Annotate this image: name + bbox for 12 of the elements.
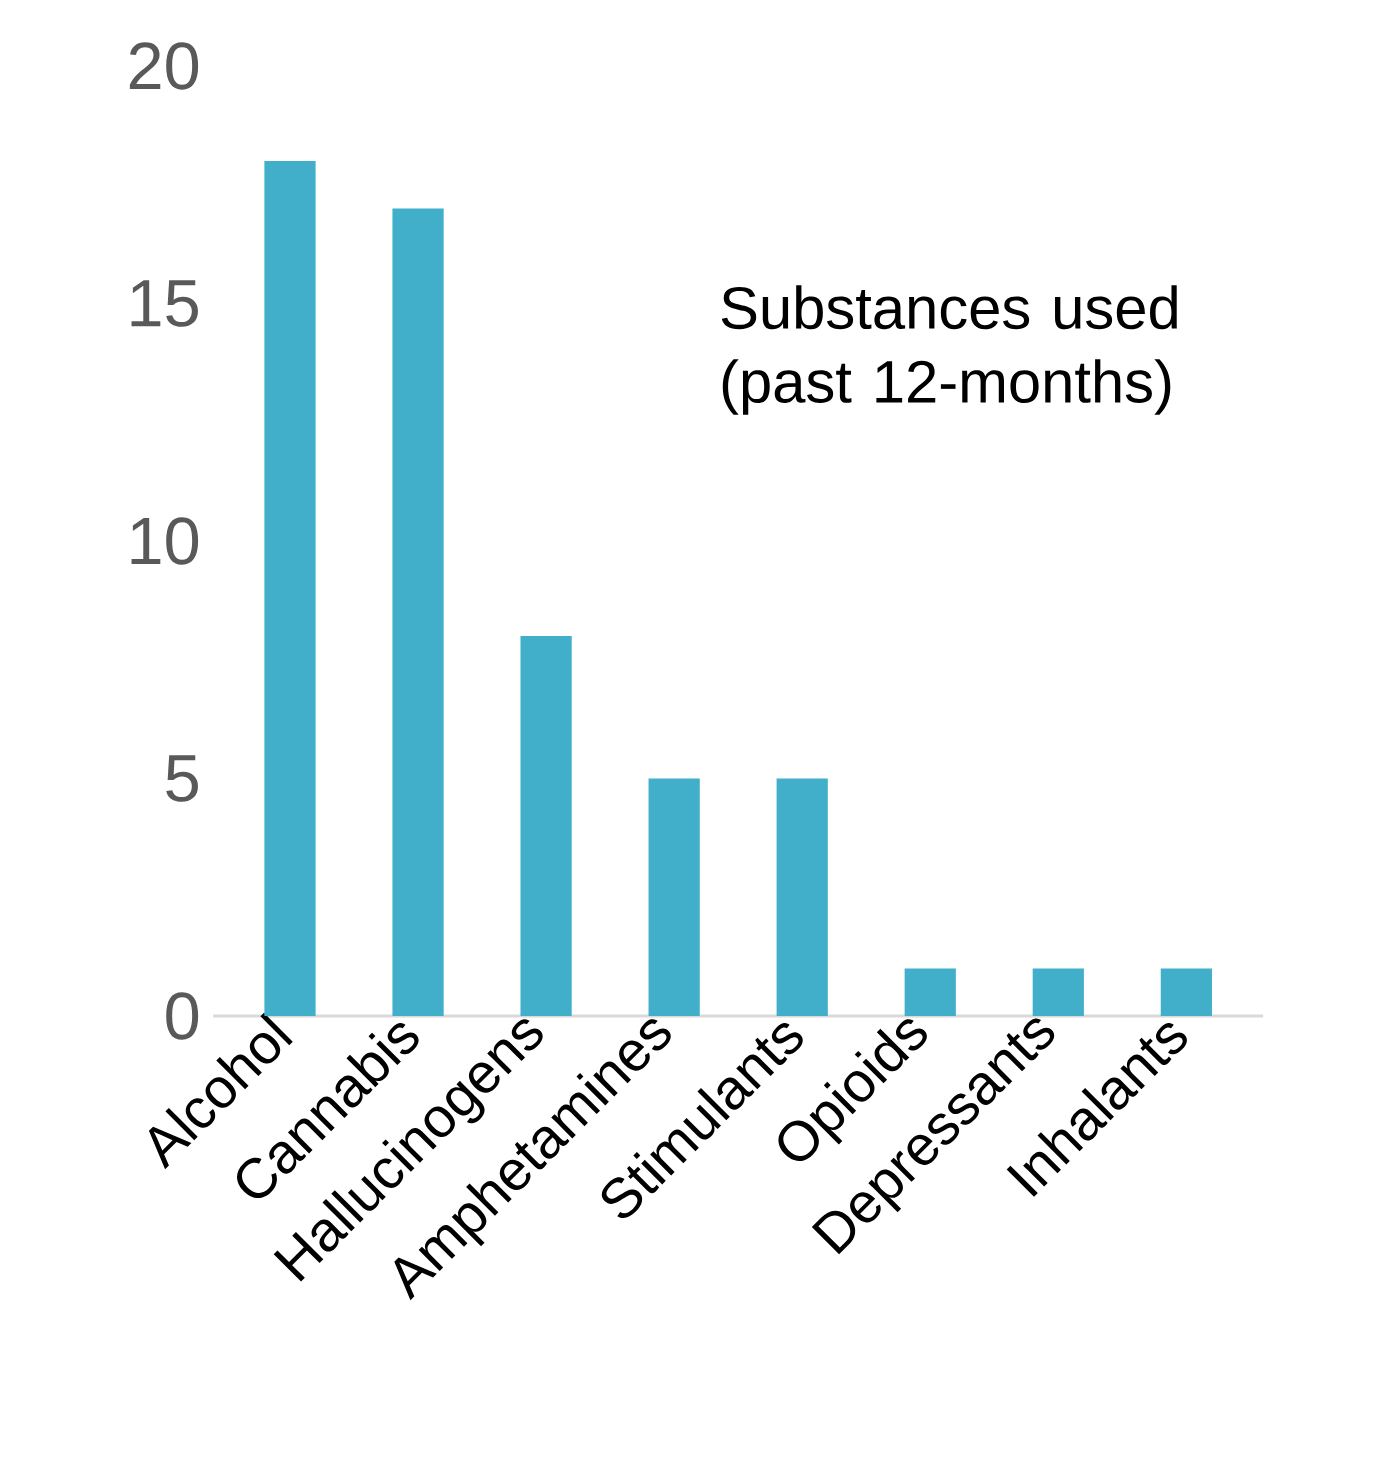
y-tick-label: 10 <box>131 517 199 565</box>
y-tick-label: 15 <box>131 280 198 327</box>
bar <box>392 208 444 1016</box>
bar <box>648 778 700 1016</box>
bar <box>520 635 572 1016</box>
bar <box>1160 968 1212 1016</box>
bar <box>904 968 956 1016</box>
y-tick-label: 5 <box>166 755 198 802</box>
text: Substances used (past 12-months) <box>721 285 1177 415</box>
y-tick-label: 20 <box>129 42 199 90</box>
bar <box>1032 968 1084 1016</box>
bar <box>776 778 828 1016</box>
